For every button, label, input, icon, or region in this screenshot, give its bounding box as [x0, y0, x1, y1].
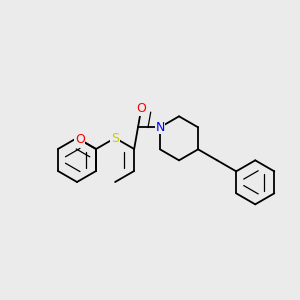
Text: O: O — [136, 102, 146, 116]
Text: N: N — [155, 121, 165, 134]
Text: S: S — [111, 131, 119, 145]
Text: O: O — [75, 133, 85, 146]
